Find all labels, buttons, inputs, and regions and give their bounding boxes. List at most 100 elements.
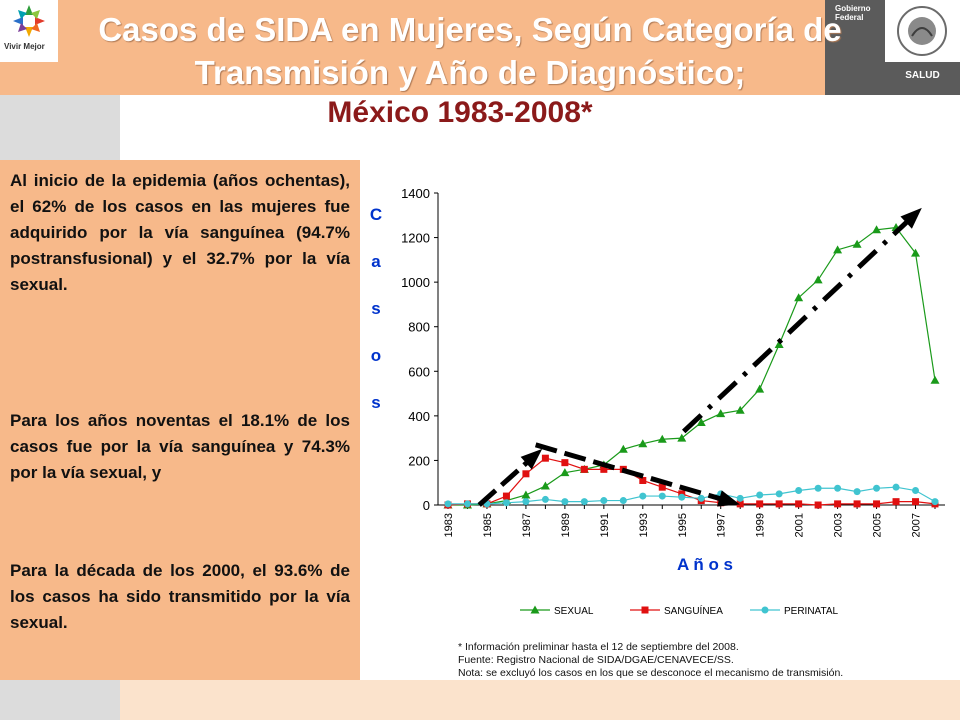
sexual-point bbox=[521, 490, 531, 499]
sanguinea-point bbox=[853, 500, 861, 508]
footnote-1: * Información preliminar hasta el 12 de … bbox=[458, 641, 739, 653]
vivir-mejor-logo: Vivir Mejor bbox=[0, 0, 58, 62]
sanguinea-point bbox=[756, 500, 764, 508]
perinatal-point bbox=[561, 498, 569, 506]
y-tick-label: 1000 bbox=[401, 275, 430, 290]
perinatal-point bbox=[600, 497, 608, 505]
perinatal-point bbox=[736, 494, 744, 502]
perinatal-point bbox=[795, 487, 803, 495]
seal-box bbox=[885, 0, 960, 62]
sexual-point bbox=[716, 409, 726, 418]
paragraph-noventas: Para los años noventas el 18.1% de los c… bbox=[10, 411, 350, 482]
sanguinea-point bbox=[580, 465, 588, 473]
sanguinea-point bbox=[639, 476, 647, 484]
perinatal-point bbox=[522, 498, 530, 506]
sanguinea-point bbox=[873, 500, 881, 508]
x-tick-label: 1983 bbox=[443, 513, 455, 537]
x-tick-label: 1999 bbox=[755, 513, 767, 537]
trend-arrow-rise-head bbox=[520, 448, 543, 470]
perinatal-point bbox=[873, 484, 881, 492]
legend-label-0: SEXUAL bbox=[554, 606, 594, 617]
sexual-point bbox=[930, 375, 940, 384]
x-tick-label: 2003 bbox=[833, 513, 845, 537]
footnotes: * Información preliminar hasta el 12 de … bbox=[458, 641, 843, 680]
sanguinea-point bbox=[541, 454, 549, 462]
y-axis-label-letter: o bbox=[371, 346, 381, 365]
perinatal-point bbox=[892, 483, 900, 491]
sexual-point bbox=[696, 418, 706, 427]
sexual-point bbox=[774, 340, 784, 349]
y-axis-label-letter: s bbox=[371, 299, 380, 318]
x-tick-label: 1989 bbox=[560, 513, 572, 537]
sexual-point bbox=[813, 275, 823, 284]
sanguinea-point bbox=[561, 459, 569, 467]
sexual-point bbox=[755, 384, 765, 393]
y-axis-label-letter: s bbox=[371, 393, 380, 412]
x-tick-label: 1995 bbox=[677, 513, 689, 537]
sexual-point bbox=[735, 405, 745, 414]
legend-label-2: PERINATAL bbox=[784, 606, 839, 617]
perinatal-point bbox=[619, 497, 627, 505]
line-chart: 0 200 400 600 800 1000 1200 1400 1983 1985 1987 198… bbox=[370, 186, 945, 617]
sanguinea-point bbox=[502, 492, 510, 500]
sexual-point bbox=[794, 293, 804, 302]
sexual-point bbox=[560, 468, 570, 477]
perinatal-point bbox=[639, 492, 647, 500]
sexual-point bbox=[833, 245, 843, 254]
perinatal-point bbox=[912, 487, 920, 495]
sanguinea-point bbox=[892, 498, 900, 506]
sexual-point bbox=[618, 444, 628, 453]
trend-arrow-sexual-head bbox=[900, 207, 922, 229]
bottom-band bbox=[120, 680, 960, 720]
text-panel bbox=[0, 160, 360, 680]
perinatal-point bbox=[502, 499, 510, 507]
x-tick-label: 1985 bbox=[482, 513, 494, 537]
x-axis-label: A ñ o s bbox=[677, 555, 733, 574]
sexual-point bbox=[540, 481, 550, 490]
page-subtitle: México 1983-2008* bbox=[327, 96, 593, 129]
footnote-2: Fuente: Registro Nacional de SIDA/DGAE/C… bbox=[458, 654, 734, 666]
y-axis-label-letter: a bbox=[371, 252, 381, 271]
x-tick-label: 1993 bbox=[638, 513, 650, 537]
y-tick-label: 1400 bbox=[401, 186, 430, 201]
trend-arrow-decline-line bbox=[534, 442, 728, 503]
legend-marker-perinatal bbox=[761, 606, 769, 614]
x-tick-label: 2001 bbox=[794, 513, 806, 537]
flower-logo-icon bbox=[13, 5, 45, 37]
y-tick-label: 800 bbox=[408, 320, 430, 335]
x-tick-label: 2005 bbox=[872, 513, 884, 537]
y-tick-label: 600 bbox=[408, 364, 430, 379]
national-seal-icon bbox=[897, 6, 947, 56]
sanguinea-point bbox=[658, 483, 666, 491]
perinatal-point bbox=[678, 493, 686, 501]
perinatal-point bbox=[814, 484, 822, 492]
sexual-point bbox=[872, 225, 882, 234]
trend-arrow-rise-line bbox=[477, 456, 534, 507]
y-tick-label: 200 bbox=[408, 453, 430, 468]
perinatal-point bbox=[775, 490, 783, 498]
perinatal-point bbox=[541, 495, 549, 503]
y-axis-label-letter: C bbox=[370, 205, 382, 224]
perinatal-point bbox=[463, 500, 471, 508]
y-tick-label: 1200 bbox=[401, 231, 430, 246]
perinatal-point bbox=[658, 492, 666, 500]
footnote-3: Nota: se excluyó los casos en los que se… bbox=[458, 667, 844, 679]
perinatal-point bbox=[697, 494, 705, 502]
sexual-point bbox=[638, 439, 648, 448]
x-tick-label: 1997 bbox=[716, 513, 728, 537]
perinatal-point bbox=[444, 500, 452, 508]
gobierno-federal-text: Gobierno Federal bbox=[835, 4, 871, 22]
trend-arrow-sexual-line bbox=[681, 215, 914, 434]
perinatal-point bbox=[756, 491, 764, 499]
sanguinea-point bbox=[814, 501, 822, 509]
sanguinea-point bbox=[775, 500, 783, 508]
x-tick-label: 1991 bbox=[599, 513, 611, 537]
x-tick-label: 2007 bbox=[911, 513, 923, 537]
x-tick-label: 1987 bbox=[521, 513, 533, 537]
perinatal-point bbox=[931, 498, 939, 506]
sanguinea-point bbox=[834, 500, 842, 508]
sanguinea-point bbox=[522, 470, 530, 478]
trend-arrow-decline-head bbox=[717, 490, 741, 507]
sanguinea-point bbox=[600, 465, 608, 473]
legend-label-1: SANGUÍNEA bbox=[664, 604, 723, 617]
